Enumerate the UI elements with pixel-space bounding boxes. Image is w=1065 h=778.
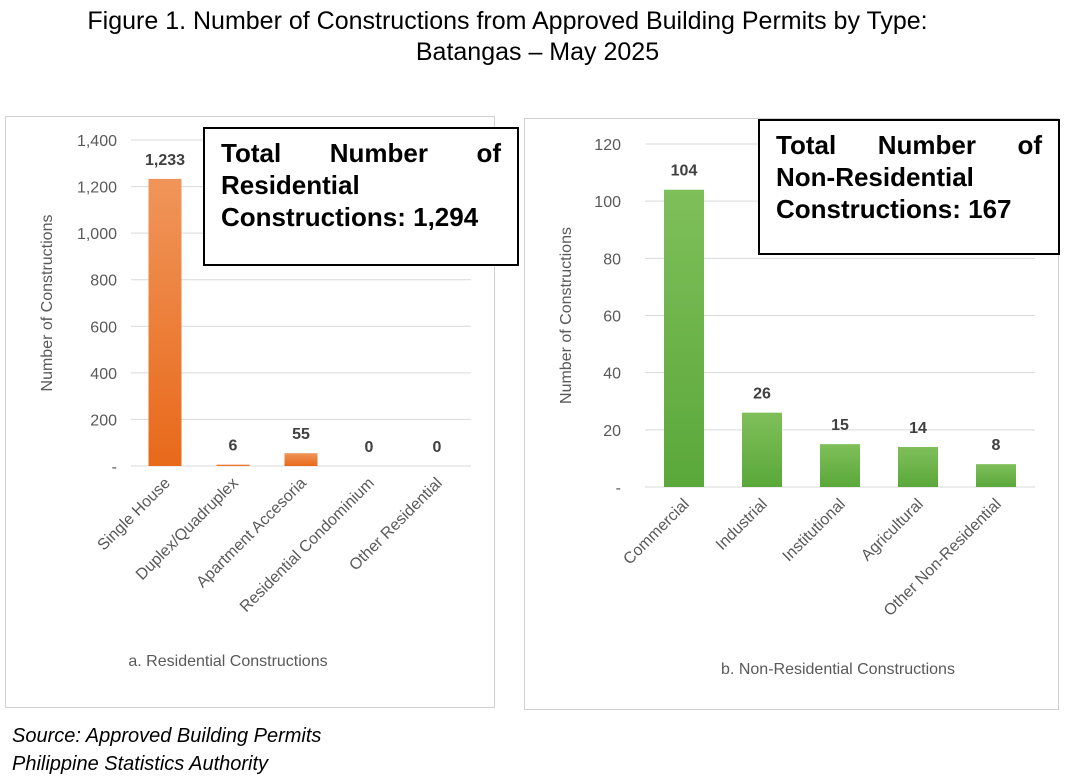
data-label: 0 [365,439,374,456]
x-category-label: Commercial [620,496,692,568]
y-tick-label: 600 [90,319,117,336]
residential-total-callout: Total Number of Residential Construction… [203,127,519,266]
x-category-label: Industrial [713,496,771,554]
y-tick-label: 80 [603,251,621,268]
nonresidential-callout-line3: Constructions: 167 [776,194,1012,224]
y-tick-label: 1,000 [77,226,117,243]
chart-caption: a. Residential Constructions [128,653,327,670]
figure-title-line2: Batangas – May 2025 [415,38,660,66]
y-tick-label: 400 [90,366,117,383]
y-tick-label: 20 [603,423,621,440]
y-tick-label: 1,200 [77,180,117,197]
bar [664,189,704,487]
nonresidential-callout-line2: Non-Residential [776,162,974,192]
x-category-label: Agricultural [858,496,927,565]
bar [742,412,782,487]
data-label: 6 [229,438,238,455]
bar [976,464,1016,487]
data-label: 14 [909,420,927,437]
bar [148,178,182,466]
source-line1: Source: Approved Building Permits [12,725,322,747]
y-tick-label: 200 [90,412,117,429]
figure-title: Figure 1. Number of Constructions from A… [0,6,1065,68]
y-tick-label: - [112,459,117,476]
residential-callout-line3: Constructions: 1,294 [221,202,479,232]
y-tick-label: 1,400 [77,133,117,150]
bar-zero-marker [352,465,386,466]
y-axis-label: Number of Constructions [558,227,575,404]
x-category-label: Residential Condominium [237,475,378,616]
residential-callout-line1: Total Number of [221,138,501,168]
bar [216,464,250,466]
bar [898,446,938,487]
bar-zero-marker [420,465,454,466]
data-label: 55 [292,426,310,443]
y-tick-label: 120 [594,137,621,154]
residential-callout-line2: Residential [221,170,360,200]
figure-title-line1: Figure 1. Number of Constructions from A… [87,7,928,35]
data-label: 1,233 [145,152,185,169]
source-note: Source: Approved Building Permits Philip… [12,722,321,778]
nonresidential-chart-panel: - 20 40 60 80 100 120 Number of Constructions 10… [524,118,1060,710]
nonresidential-callout-line1: Total Number of [776,130,1042,160]
residential-chart-panel: -200 400 600 800 1,000 1,200 1,400 Number of Co… [5,116,519,708]
chart-caption: b. Non-Residential Constructions [721,661,955,678]
y-tick-label: 60 [603,309,621,326]
y-tick-label: 40 [603,366,621,383]
bar [284,453,318,466]
data-label: 26 [753,386,771,403]
source-line2: Philippine Statistics Authority [12,753,269,775]
nonresidential-chart: - 20 40 60 80 100 120 Number of Constructions 10… [558,137,1035,678]
nonresidential-total-callout: Total Number of Non-Residential Construc… [758,119,1060,255]
y-axis-label: Number of Constructions [39,215,56,392]
y-tick-label: 100 [594,194,621,211]
data-label: 8 [992,437,1001,454]
x-category-label: Apartment Accesoria [193,475,309,591]
bar [820,444,860,487]
x-category-label: Institutional [780,496,849,565]
data-label: 104 [671,163,698,180]
y-tick-label: 800 [90,273,117,290]
data-label: 15 [831,417,849,434]
data-label: 0 [433,439,442,456]
y-tick-label: - [616,480,621,497]
